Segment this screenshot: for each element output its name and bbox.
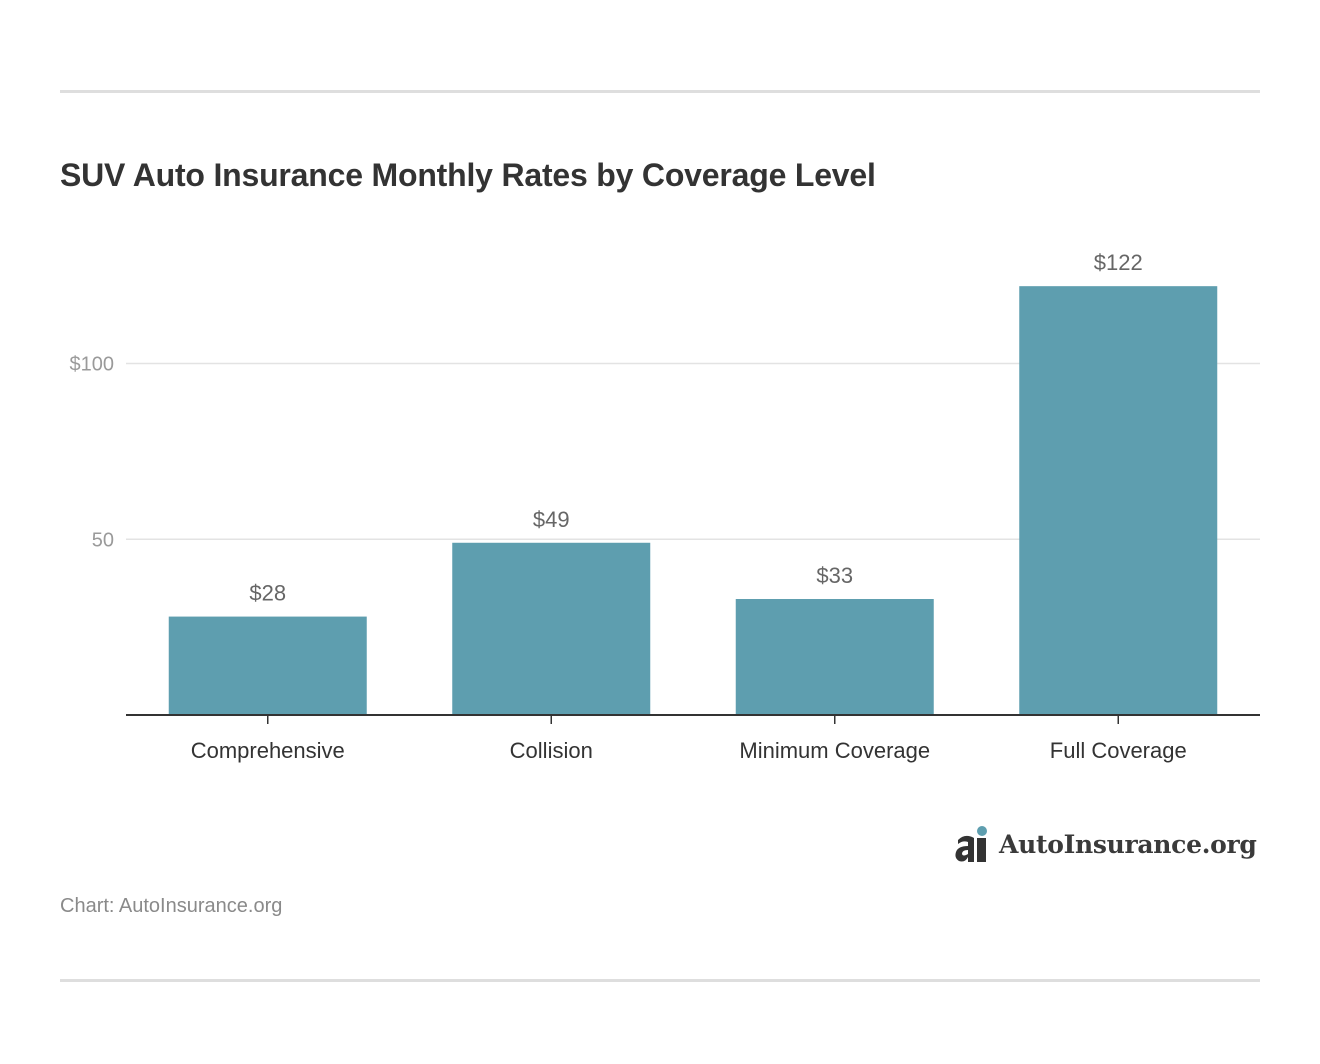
x-tick-label: Full Coverage [1050, 738, 1187, 763]
bar-value-label: $28 [249, 581, 286, 606]
auto-insurance-logo-icon [955, 826, 987, 862]
x-axis: Comprehensive Collision Minimum Coverage Fu… [126, 714, 1260, 763]
x-tick-label: Comprehensive [191, 738, 345, 763]
bar-collision[interactable] [452, 542, 651, 715]
y-tick-label: 50 [92, 529, 114, 551]
bar-chart: 50 $100 $28 $49 $33 $122 Comprehensive Collis… [70, 250, 1260, 763]
bar-minimum-coverage[interactable] [735, 599, 934, 715]
brand-name: AutoInsurance.org [999, 829, 1257, 859]
y-tick-label: $100 [70, 354, 115, 376]
top-divider [60, 90, 1260, 93]
bottom-divider [60, 979, 1260, 982]
chart-title: SUV Auto Insurance Monthly Rates by Cove… [60, 157, 876, 193]
bar-full-coverage[interactable] [1019, 286, 1218, 715]
x-tick-label: Collision [510, 738, 593, 763]
chart-source: Chart: AutoInsurance.org [60, 895, 283, 917]
bars [168, 286, 1218, 715]
bar-value-label: $33 [816, 563, 853, 588]
brand-logo[interactable]: AutoInsurance.org [955, 822, 1257, 866]
value-labels: $28 $49 $33 $122 [249, 250, 1142, 605]
x-tick-label: Minimum Coverage [739, 738, 930, 763]
bar-comprehensive[interactable] [168, 616, 367, 715]
bar-value-label: $122 [1094, 250, 1143, 275]
bar-value-label: $49 [533, 507, 570, 532]
